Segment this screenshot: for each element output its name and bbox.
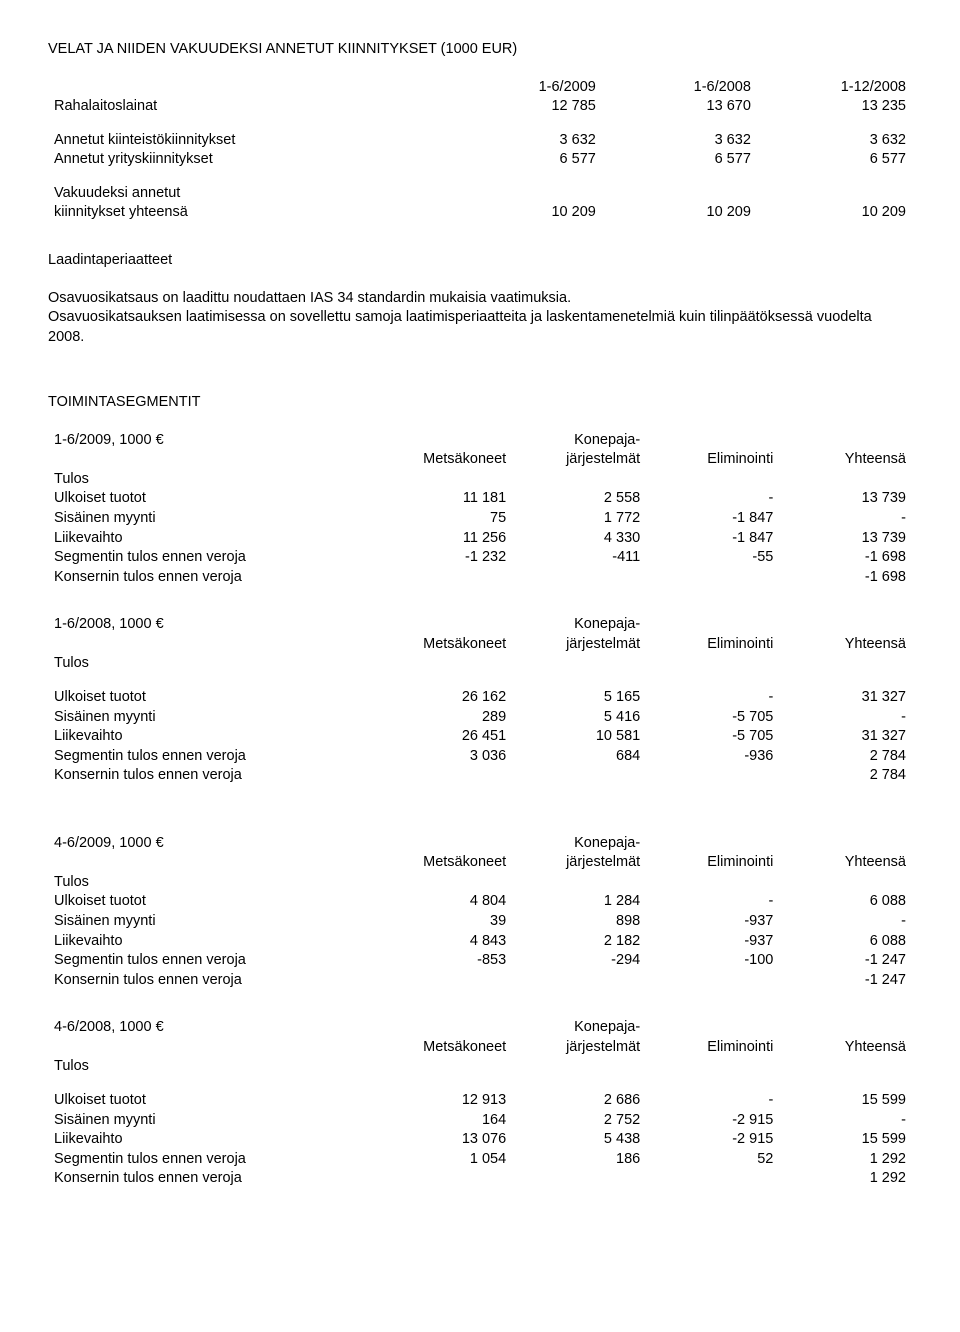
row-label: Ulkoiset tuotot xyxy=(48,1091,377,1111)
row-label: Konsernin tulos ennen veroja xyxy=(48,568,377,588)
segment-h-c3: Eliminointi xyxy=(646,450,779,470)
segment-table: 1-6/2008, 1000 € Konepaja-Metsäkoneetjärj… xyxy=(48,615,912,786)
segment-h-c2a: Konepaja- xyxy=(512,1018,646,1038)
segment-h-c3: Eliminointi xyxy=(646,635,779,655)
segment-h-c2b: järjestelmät xyxy=(512,853,646,873)
velat-h2: 1-6/2008 xyxy=(602,78,757,98)
table-row: Ulkoiset tuotot26 1625 165-31 327 xyxy=(48,688,912,708)
segment-h-c3: Eliminointi xyxy=(646,853,779,873)
segment-table: 1-6/2009, 1000 € Konepaja-Metsäkoneetjärj… xyxy=(48,431,912,588)
row-label: Konsernin tulos ennen veroja xyxy=(48,1169,377,1189)
table-row: Segmentin tulos ennen veroja-1 232-411-5… xyxy=(48,548,912,568)
segment-h-c4: Yhteensä xyxy=(779,635,912,655)
table-row: Annetut kiinteistökiinnitykset 3 632 3 6… xyxy=(48,131,912,151)
segment-h-c1: Metsäkoneet xyxy=(377,450,512,470)
table-row: Sisäinen myynti39898-937- xyxy=(48,912,912,932)
row-label: Sisäinen myynti xyxy=(48,912,377,932)
row-label: Segmentin tulos ennen veroja xyxy=(48,1150,377,1170)
velat-title: VELAT JA NIIDEN VAKUUDEKSI ANNETUT KIINN… xyxy=(48,40,912,60)
segment-h-c2a: Konepaja- xyxy=(512,834,646,854)
segment-h-c4: Yhteensä xyxy=(779,1038,912,1058)
row-label: Segmentin tulos ennen veroja xyxy=(48,548,377,568)
segment-h-c2a: Konepaja- xyxy=(512,431,646,451)
velat-h1: 1-6/2009 xyxy=(447,78,602,98)
row-label: Liikevaihto xyxy=(48,529,377,549)
velat-table: 1-6/2009 1-6/2008 1-12/2008 Rahalaitosla… xyxy=(48,78,912,223)
row-label: Konsernin tulos ennen veroja xyxy=(48,766,377,786)
segment-h-c2b: järjestelmät xyxy=(512,1038,646,1058)
row-label: Sisäinen myynti xyxy=(48,1111,377,1131)
segment-h-c2b: järjestelmät xyxy=(512,450,646,470)
laadinta-title: Laadintaperiaatteet xyxy=(48,251,912,271)
table-row: Segmentin tulos ennen veroja1 054186521 … xyxy=(48,1150,912,1170)
segment-h-c1: Metsäkoneet xyxy=(377,635,512,655)
table-row: Annetut yrityskiinnitykset 6 577 6 577 6… xyxy=(48,150,912,170)
segment-h-c2b: järjestelmät xyxy=(512,635,646,655)
segment-table: 4-6/2008, 1000 € Konepaja-Metsäkoneetjärj… xyxy=(48,1018,912,1189)
table-row: Sisäinen myynti2895 416-5 705- xyxy=(48,708,912,728)
table-row: Segmentin tulos ennen veroja3 036684-936… xyxy=(48,747,912,767)
table-row: Liikevaihto26 45110 581-5 70531 327 xyxy=(48,727,912,747)
row-label: Ulkoiset tuotot xyxy=(48,892,377,912)
segment-tulos-label: Tulos xyxy=(48,873,377,893)
segment-h-c2a: Konepaja- xyxy=(512,615,646,635)
segment-h-c1: Metsäkoneet xyxy=(377,1038,512,1058)
table-row: Liikevaihto4 8432 182-9376 088 xyxy=(48,932,912,952)
segment-tulos-label: Tulos xyxy=(48,470,377,490)
table-row: Vakuudeksi annetut xyxy=(48,184,912,204)
row-label: Konsernin tulos ennen veroja xyxy=(48,971,377,991)
table-row: Rahalaitoslainat 12 785 13 670 13 235 xyxy=(48,97,912,117)
table-row: Liikevaihto13 0765 438-2 91515 599 xyxy=(48,1130,912,1150)
row-label: Liikevaihto xyxy=(48,1130,377,1150)
segment-blocks: 1-6/2009, 1000 €Konepaja-Metsäkoneetjärj… xyxy=(48,431,912,1189)
segment-tulos-label: Tulos xyxy=(48,1057,377,1077)
segment-period: 4-6/2009, 1000 € xyxy=(48,834,377,854)
segment-h-c4: Yhteensä xyxy=(779,450,912,470)
table-row: Ulkoiset tuotot11 1812 558-13 739 xyxy=(48,489,912,509)
table-row: Sisäinen myynti751 772-1 847- xyxy=(48,509,912,529)
row-label: Liikevaihto xyxy=(48,932,377,952)
segment-h-c3: Eliminointi xyxy=(646,1038,779,1058)
segment-period: 1-6/2008, 1000 € xyxy=(48,615,377,635)
row-label: Sisäinen myynti xyxy=(48,708,377,728)
laadinta-p1: Osavuosikatsaus on laadittu noudattaen I… xyxy=(48,289,912,348)
segment-h-c1: Metsäkoneet xyxy=(377,853,512,873)
table-row: Ulkoiset tuotot4 8041 284-6 088 xyxy=(48,892,912,912)
segment-tulos-label: Tulos xyxy=(48,654,377,674)
table-row: Konsernin tulos ennen veroja2 784 xyxy=(48,766,912,786)
table-row: Liikevaihto11 2564 330-1 84713 739 xyxy=(48,529,912,549)
table-row: kiinnitykset yhteensä 10 209 10 209 10 2… xyxy=(48,203,912,223)
row-label: Liikevaihto xyxy=(48,727,377,747)
segment-period: 1-6/2009, 1000 € xyxy=(48,431,377,451)
row-label: Ulkoiset tuotot xyxy=(48,688,377,708)
table-row: Konsernin tulos ennen veroja1 292 xyxy=(48,1169,912,1189)
segmentit-title: TOIMINTASEGMENTIT xyxy=(48,393,912,413)
velat-h3: 1-12/2008 xyxy=(757,78,912,98)
table-row: Ulkoiset tuotot12 9132 686-15 599 xyxy=(48,1091,912,1111)
table-row: Segmentin tulos ennen veroja-853-294-100… xyxy=(48,951,912,971)
segment-h-c4: Yhteensä xyxy=(779,853,912,873)
row-label: Segmentin tulos ennen veroja xyxy=(48,951,377,971)
row-label: Ulkoiset tuotot xyxy=(48,489,377,509)
segment-period: 4-6/2008, 1000 € xyxy=(48,1018,377,1038)
segment-table: 4-6/2009, 1000 € Konepaja-Metsäkoneetjärj… xyxy=(48,834,912,991)
row-label: Segmentin tulos ennen veroja xyxy=(48,747,377,767)
row-label: Sisäinen myynti xyxy=(48,509,377,529)
table-row: Konsernin tulos ennen veroja-1 698 xyxy=(48,568,912,588)
table-row: Konsernin tulos ennen veroja-1 247 xyxy=(48,971,912,991)
table-row: Sisäinen myynti1642 752-2 915- xyxy=(48,1111,912,1131)
